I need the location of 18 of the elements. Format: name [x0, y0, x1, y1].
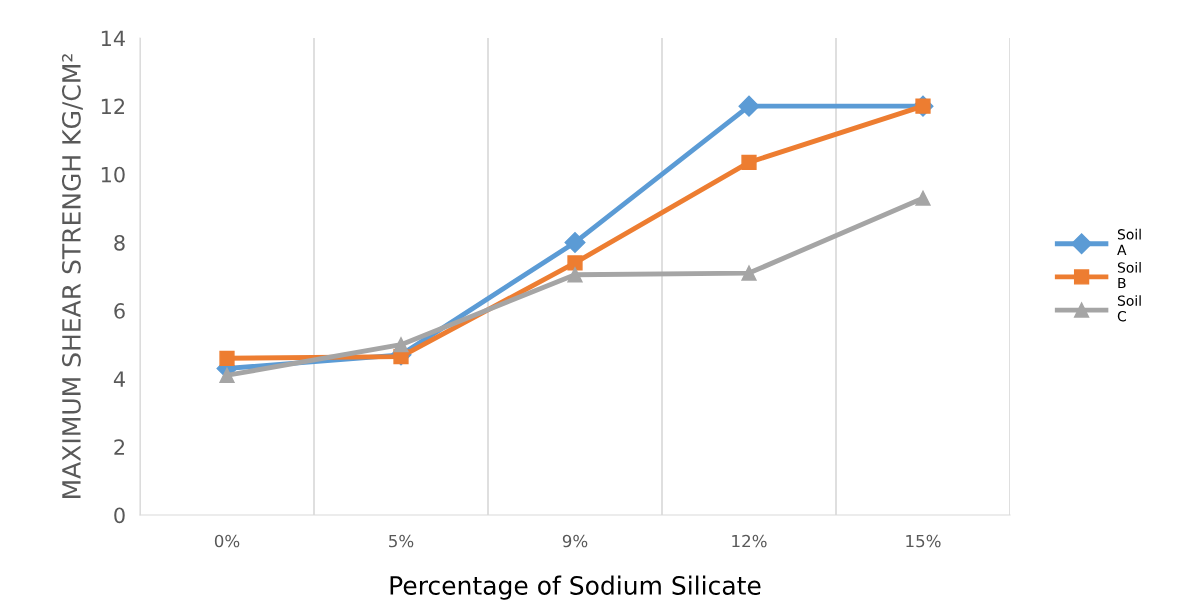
y-tick-label: 14	[101, 30, 125, 46]
x-tick-label: 0%	[214, 534, 240, 548]
legend-label: Soil A	[1117, 228, 1141, 255]
y-tick-label: 12	[101, 98, 125, 115]
y-tick-label: 0	[114, 507, 125, 524]
legend-label: Soil C	[1117, 295, 1141, 322]
x-tick-label: 15%	[906, 534, 941, 548]
x-tick-label: 5%	[389, 534, 414, 548]
legend-label: Soil B	[1117, 262, 1141, 289]
y-tick-label: 6	[114, 303, 125, 319]
x-axis-title: Percentage of Sodium Silicate	[390, 575, 761, 600]
y-tick-label: 4	[113, 371, 125, 387]
y-tick-label: 8	[114, 234, 125, 251]
y-axis-title: MAXIMUM SHEAR STRENGH KG/CM²	[61, 54, 83, 498]
y-tick-label: 10	[101, 166, 125, 183]
x-tick-label: 12%	[732, 534, 767, 548]
y-tick-label: 2	[114, 439, 125, 455]
x-tick-label: 9%	[562, 534, 588, 548]
